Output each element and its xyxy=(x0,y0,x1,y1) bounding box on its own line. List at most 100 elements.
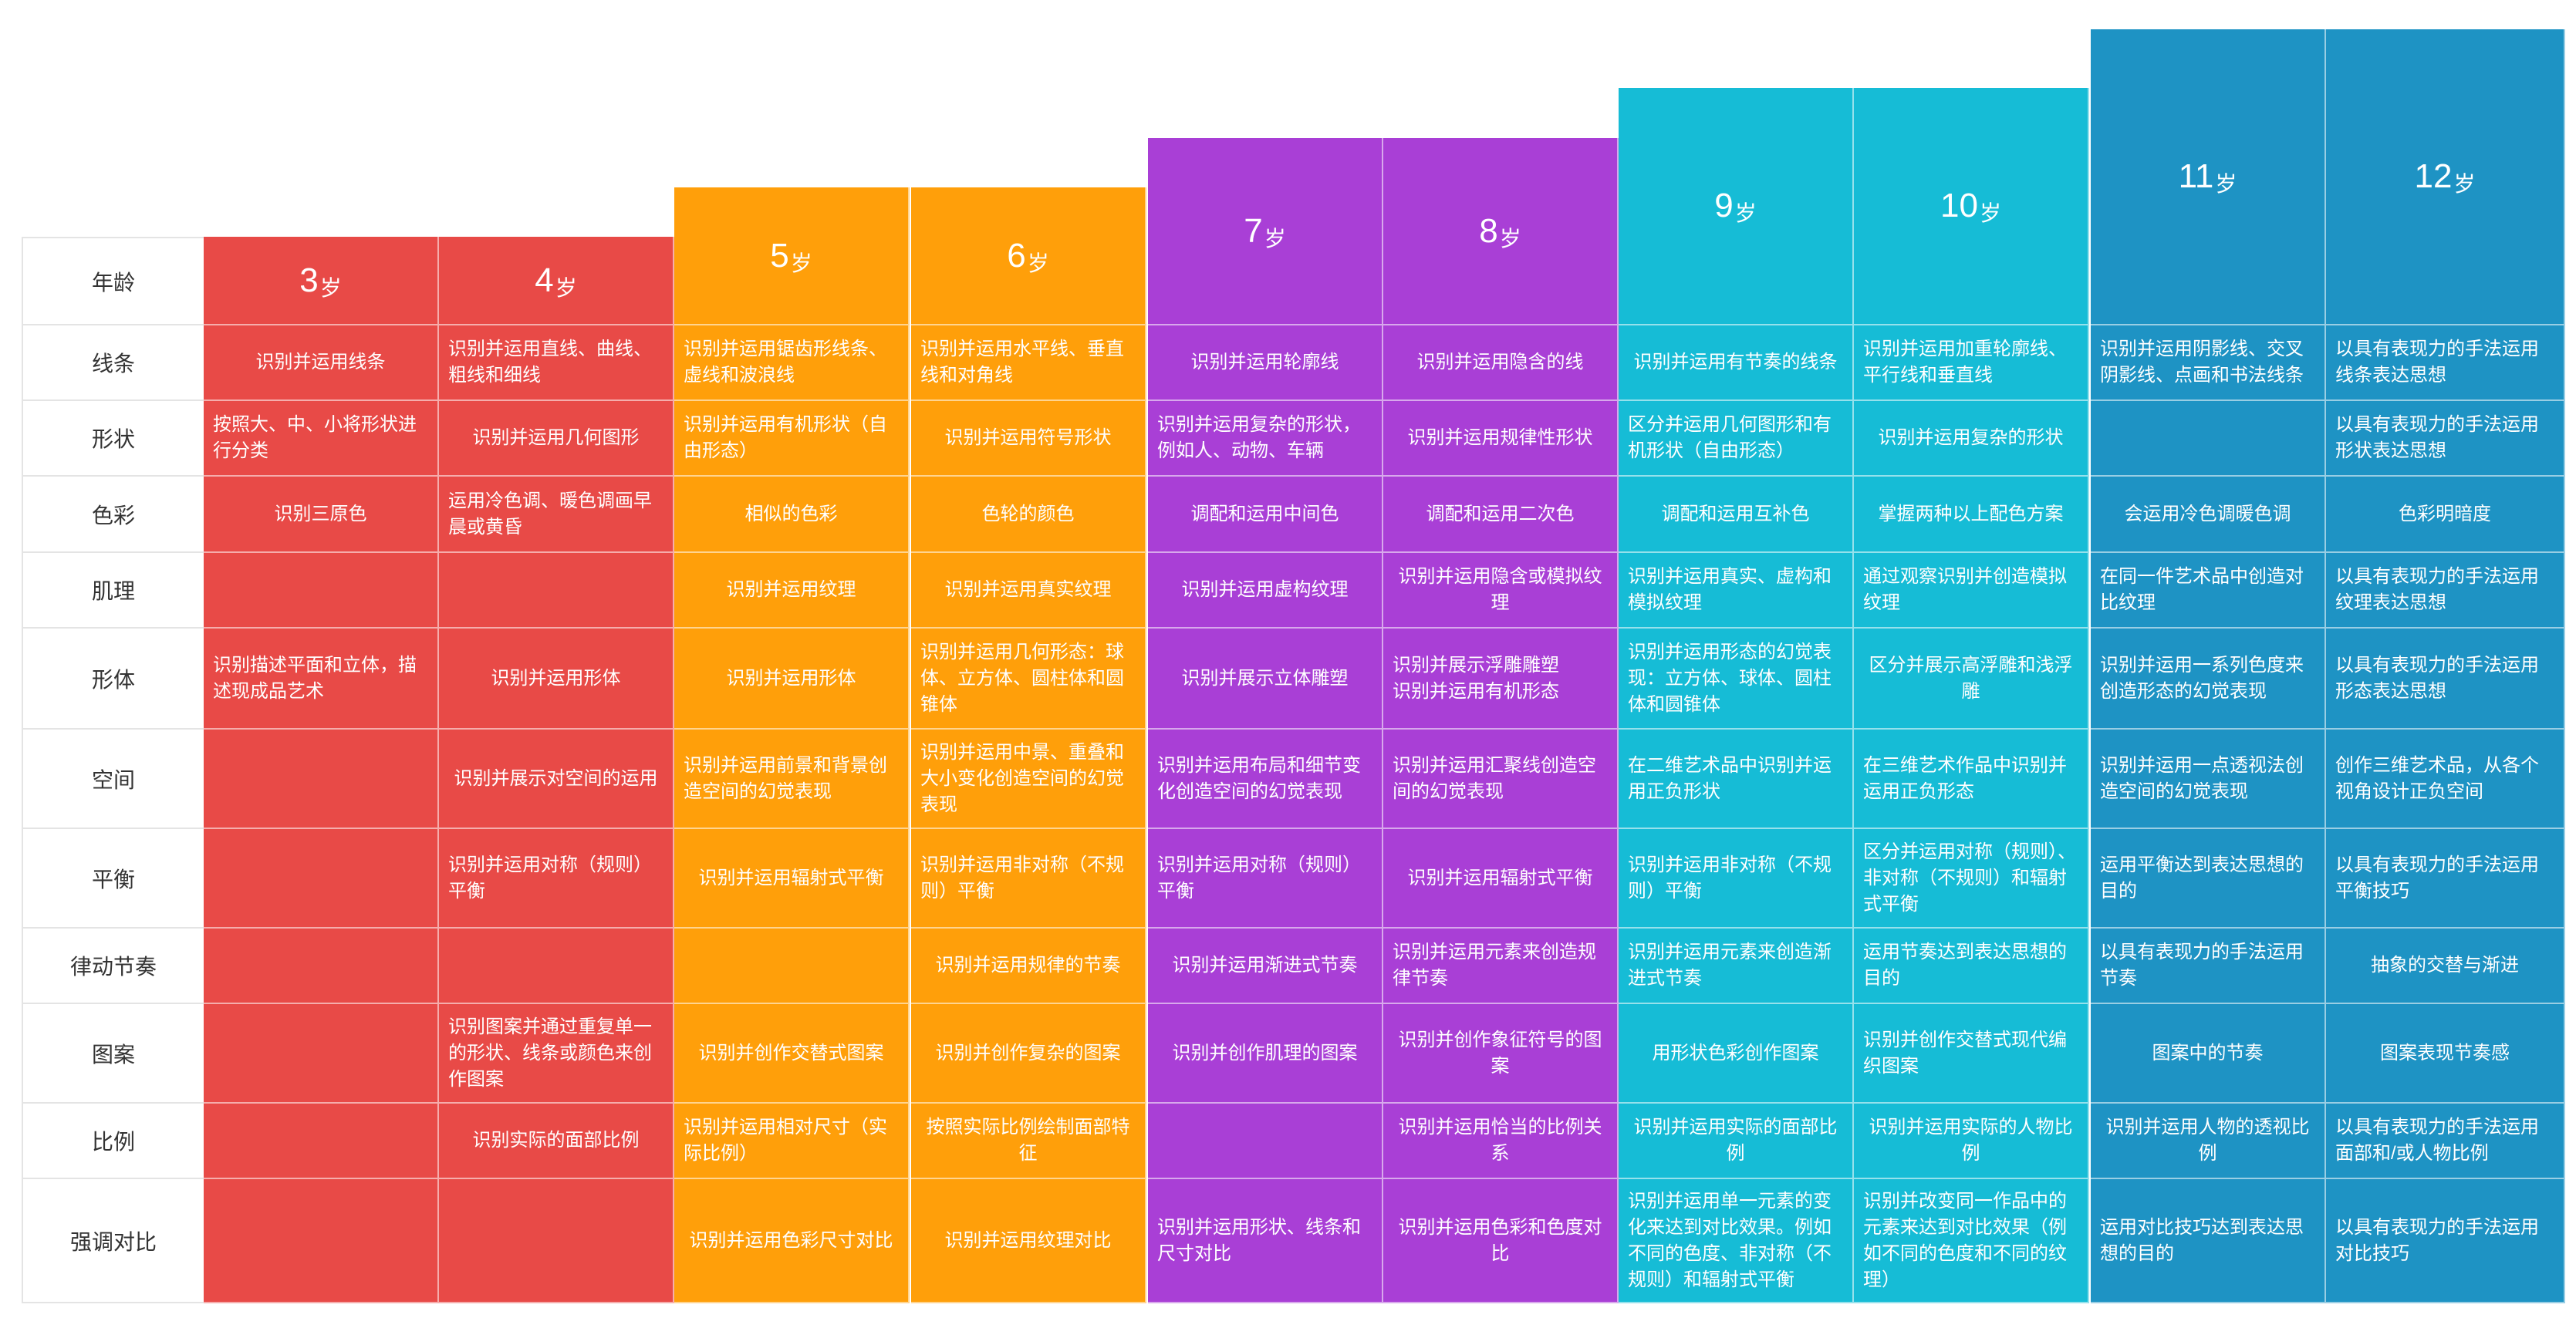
curriculum-cell: 会运用冷色调暖色调 xyxy=(2091,477,2326,553)
curriculum-cell: 识别实际的面部比例 xyxy=(439,1104,674,1179)
age-unit: 岁 xyxy=(555,275,577,300)
curriculum-cell: 识别图案并通过重复单一的形状、线条或颜色来创作图案 xyxy=(439,1004,674,1104)
age-unit: 岁 xyxy=(1027,251,1049,275)
curriculum-cell: 以具有表现力的手法运用形状表达思想 xyxy=(2326,401,2565,477)
curriculum-cell: 图案表现节奏感 xyxy=(2326,1004,2565,1104)
curriculum-cell: 抽象的交替与渐进 xyxy=(2326,929,2565,1004)
age-number: 4 xyxy=(535,261,554,299)
curriculum-cell: 识别并创作交替式图案 xyxy=(674,1004,910,1104)
curriculum-cell: 色彩明暗度 xyxy=(2326,477,2565,553)
row-label: 空间 xyxy=(22,730,204,829)
curriculum-cell: 识别并运用中景、重叠和大小变化创造空间的幻觉表现 xyxy=(911,730,1146,829)
curriculum-cell: 识别并运用元素来创造渐进式节奏 xyxy=(1619,929,1854,1004)
age-number: 7 xyxy=(1244,211,1263,250)
curriculum-cell: 识别并运用规律性形状 xyxy=(1383,401,1619,477)
row-label: 强调对比 xyxy=(22,1179,204,1303)
curriculum-cell: 相似的色彩 xyxy=(674,477,910,553)
age-number: 3 xyxy=(299,261,319,299)
curriculum-cell: 运用对比技巧达到表达思想的目的 xyxy=(2091,1179,2326,1303)
curriculum-cell: 识别并运用有机形状（自由形态） xyxy=(674,401,910,477)
curriculum-cell: 识别并运用纹理 xyxy=(674,553,910,629)
curriculum-cell: 识别并运用色彩和色度对比 xyxy=(1383,1179,1619,1303)
curriculum-cell xyxy=(204,829,439,929)
age-unit: 岁 xyxy=(1499,226,1521,251)
curriculum-cell: 掌握两种以上配色方案 xyxy=(1854,477,2089,553)
row-label: 比例 xyxy=(22,1104,204,1179)
curriculum-cell xyxy=(204,1104,439,1179)
curriculum-cell: 区分并运用几何图形和有机形状（自由形态） xyxy=(1619,401,1854,477)
curriculum-cell: 识别并运用符号形状 xyxy=(911,401,1146,477)
curriculum-cell: 识别并运用隐含或模拟纹理 xyxy=(1383,553,1619,629)
row-label: 图案 xyxy=(22,1004,204,1104)
curriculum-cell: 用形状色彩创作图案 xyxy=(1619,1004,1854,1104)
row-label: 形状 xyxy=(22,401,204,477)
curriculum-cell: 识别并展示立体雕塑 xyxy=(1148,629,1383,730)
curriculum-cell: 识别并运用相对尺寸（实际比例） xyxy=(674,1104,910,1179)
age-number: 12 xyxy=(2414,157,2453,195)
curriculum-cell: 识别并运用渐进式节奏 xyxy=(1148,929,1383,1004)
curriculum-cell: 识别并运用色彩尺寸对比 xyxy=(674,1179,910,1303)
curriculum-cell: 识别并运用人物的透视比例 xyxy=(2091,1104,2326,1179)
age-unit: 岁 xyxy=(1264,226,1286,251)
age-number: 5 xyxy=(770,236,789,275)
curriculum-cell: 识别并展示对空间的运用 xyxy=(439,730,674,829)
curriculum-cell: 识别并运用汇聚线创造空间的幻觉表现 xyxy=(1383,730,1619,829)
curriculum-cell: 识别并运用实际的面部比例 xyxy=(1619,1104,1854,1179)
curriculum-cell xyxy=(204,553,439,629)
curriculum-cell: 按照大、中、小将形状进行分类 xyxy=(204,401,439,477)
curriculum-cell: 按照实际比例绘制面部特征 xyxy=(911,1104,1146,1179)
curriculum-cell: 识别并运用辐射式平衡 xyxy=(1383,829,1619,929)
curriculum-cell: 识别并运用真实、虚构和模拟纹理 xyxy=(1619,553,1854,629)
curriculum-cell: 识别并运用复杂的形状，例如人、动物、车辆 xyxy=(1148,401,1383,477)
curriculum-cell: 以具有表现力的手法运用节奏 xyxy=(2091,929,2326,1004)
curriculum-cell xyxy=(204,929,439,1004)
age-header-11: 11 岁 xyxy=(2091,29,2326,325)
curriculum-cell: 区分并运用对称（规则）、非对称（不规则）和辐射式平衡 xyxy=(1854,829,2089,929)
curriculum-cell: 识别并创作交替式现代编织图案 xyxy=(1854,1004,2089,1104)
curriculum-cell: 通过观察识别并创造模拟纹理 xyxy=(1854,553,2089,629)
curriculum-cell: 识别并运用阴影线、交叉阴影线、点画和书法线条 xyxy=(2091,325,2326,401)
curriculum-cell: 识别并运用隐含的线 xyxy=(1383,325,1619,401)
curriculum-cell: 以具有表现力的手法运用形态表达思想 xyxy=(2326,629,2565,730)
curriculum-cell: 以具有表现力的手法运用平衡技巧 xyxy=(2326,829,2565,929)
curriculum-cell: 识别并运用非对称（不规则）平衡 xyxy=(1619,829,1854,929)
curriculum-cell: 在三维艺术作品中识别并运用正负形态 xyxy=(1854,730,2089,829)
curriculum-cell: 识别并运用对称（规则）平衡 xyxy=(439,829,674,929)
curriculum-cell: 调配和运用互补色 xyxy=(1619,477,1854,553)
curriculum-cell: 识别并运用辐射式平衡 xyxy=(674,829,910,929)
age-unit: 岁 xyxy=(790,251,812,275)
age-number: 9 xyxy=(1714,187,1734,224)
curriculum-cell: 识别并运用恰当的比例关系 xyxy=(1383,1104,1619,1179)
row-label: 色彩 xyxy=(22,477,204,553)
curriculum-cell: 识别并运用轮廓线 xyxy=(1148,325,1383,401)
curriculum-cell: 识别并运用一系列色度来创造形态的幻觉表现 xyxy=(2091,629,2326,730)
curriculum-cell xyxy=(1148,1104,1383,1179)
curriculum-cell: 识别并运用纹理对比 xyxy=(911,1179,1146,1303)
row-label: 平衡 xyxy=(22,829,204,929)
curriculum-cell xyxy=(204,1179,439,1303)
curriculum-cell: 运用平衡达到表达思想的目的 xyxy=(2091,829,2326,929)
age-number: 6 xyxy=(1007,236,1026,275)
curriculum-cell: 识别并创作复杂的图案 xyxy=(911,1004,1146,1104)
curriculum-cell: 以具有表现力的手法运用面部和/或人物比例 xyxy=(2326,1104,2565,1179)
curriculum-cell: 在同一件艺术品中创造对比纹理 xyxy=(2091,553,2326,629)
curriculum-cell: 以具有表现力的手法运用线条表达思想 xyxy=(2326,325,2565,401)
age-unit: 岁 xyxy=(1734,201,1757,225)
curriculum-cell: 图案中的节奏 xyxy=(2091,1004,2326,1104)
curriculum-cell: 运用冷色调、暖色调画早晨或黄昏 xyxy=(439,477,674,553)
age-unit: 岁 xyxy=(1979,201,2001,225)
curriculum-cell: 识别并运用加重轮廓线、平行线和垂直线 xyxy=(1854,325,2089,401)
curriculum-cell: 识别并创作肌理的图案 xyxy=(1148,1004,1383,1104)
curriculum-cell xyxy=(2091,401,2326,477)
curriculum-cell: 在二维艺术品中识别并运用正负形状 xyxy=(1619,730,1854,829)
curriculum-cell: 识别并运用规律的节奏 xyxy=(911,929,1146,1004)
row-label: 律动节奏 xyxy=(22,929,204,1004)
curriculum-cell: 识别并运用直线、曲线、粗线和细线 xyxy=(439,325,674,401)
curriculum-cell: 识别并运用水平线、垂直线和对角线 xyxy=(911,325,1146,401)
